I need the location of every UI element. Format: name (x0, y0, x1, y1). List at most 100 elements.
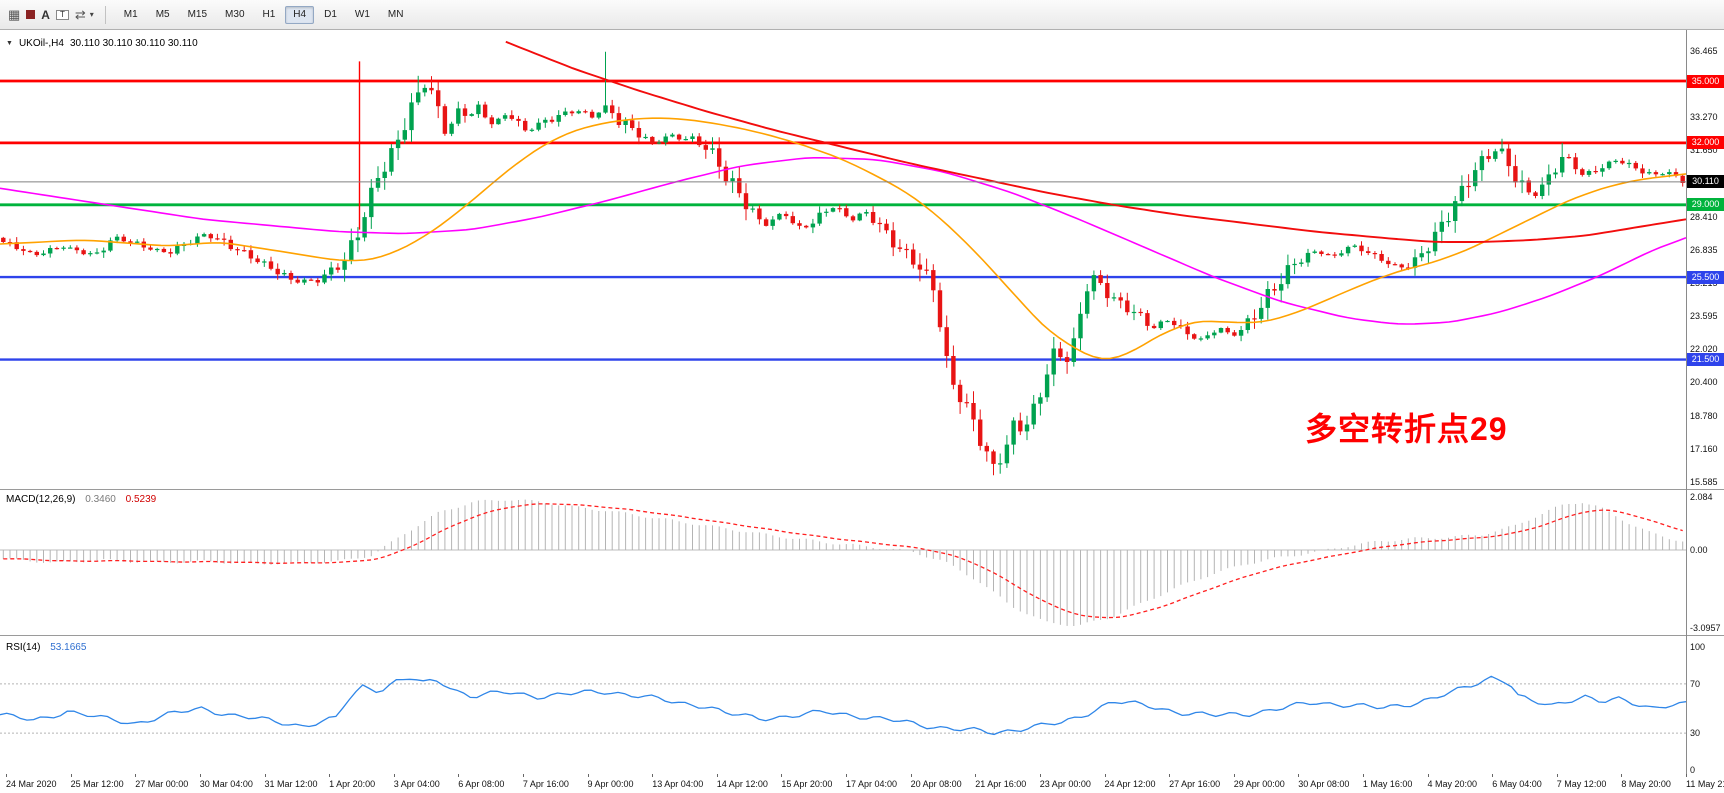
timeframe-M1[interactable]: M1 (123, 8, 138, 20)
rsi-canvas[interactable] (0, 636, 1686, 774)
time-tick (1039, 774, 1041, 777)
macd-label: MACD(12,26,9) 0.3460 0.5239 (6, 494, 156, 505)
rsi-value: 53.1665 (50, 642, 87, 653)
time-tick (6, 774, 7, 777)
time-tick (1621, 774, 1623, 777)
timeframe-H4[interactable]: H4 (285, 5, 315, 24)
price-badge-21.500: 21.500 (1687, 353, 1724, 367)
time-label: 1 Apr 20:00 (329, 779, 376, 789)
price-axis-line (1686, 30, 1687, 774)
text-tool-icon[interactable]: A (41, 7, 50, 22)
time-label: 6 Apr 08:00 (458, 779, 505, 789)
grid-icon[interactable]: ▦ (8, 7, 21, 22)
macd-value-signal: 0.5239 (125, 494, 157, 505)
price-tick-33.270: 33.270 (1690, 111, 1718, 122)
time-tick (1169, 774, 1171, 777)
timeframe-W1[interactable]: W1 (354, 8, 370, 20)
panel-separator-macd[interactable] (0, 489, 1724, 490)
macd-tick--3.0957: -3.0957 (1690, 623, 1721, 634)
chart-shift-icon[interactable] (26, 10, 36, 19)
macd-tick-2.084: 2.084 (1690, 492, 1713, 503)
time-label: 24 Mar 2020 (6, 779, 57, 789)
objects-icon[interactable]: T (55, 9, 69, 20)
rsi-tick-0: 0 (1690, 765, 1696, 775)
price-axis[interactable]: 36.46533.27031.65028.41026.83525.21523.5… (1687, 30, 1724, 775)
price-tick-23.595: 23.595 (1690, 311, 1718, 322)
rsi-tick-70: 70 (1690, 678, 1701, 689)
price-tick-36.465: 36.465 (1690, 45, 1718, 56)
ma-magenta (0, 157, 1686, 325)
time-tick (1233, 774, 1235, 777)
time-tick (1104, 774, 1106, 777)
time-label: 29 Apr 00:00 (1233, 779, 1285, 789)
time-axis[interactable]: 24 Mar 2020 25 Mar 12:00 27 Mar 00:00 30 Ma… (0, 774, 1724, 793)
time-tick (329, 774, 331, 777)
price-badge-32.000: 32.000 (1687, 136, 1724, 150)
chart-title: ▼ UKOil-,H4 30.110 30.110 30.110 30.110 (6, 38, 198, 49)
time-label: 17 Apr 04:00 (846, 779, 898, 789)
time-tick (458, 774, 460, 777)
price-tick-17.160: 17.160 (1690, 444, 1718, 455)
time-label: 11 May 21:15 (1686, 779, 1724, 789)
time-label: 1 May 16:00 (1362, 779, 1413, 789)
time-label: 21 Apr 16:00 (975, 779, 1027, 789)
time-tick (199, 774, 201, 777)
time-label: 31 Mar 12:00 (264, 779, 318, 789)
ohlc-values: 30.110 30.110 30.110 30.110 (69, 38, 198, 49)
rsi-name: RSI(14) (6, 642, 41, 653)
collapse-triangle-icon[interactable]: ▼ (6, 40, 13, 47)
time-tick (781, 774, 783, 777)
toolbar-separator (104, 5, 106, 24)
time-label: 23 Apr 00:00 (1039, 779, 1091, 789)
time-label: 6 May 04:00 (1492, 779, 1542, 789)
time-label: 3 Apr 04:00 (393, 779, 440, 789)
time-label: 8 May 20:00 (1621, 779, 1671, 789)
timeframe-D1[interactable]: D1 (324, 8, 337, 20)
price-tick-28.410: 28.410 (1690, 212, 1718, 222)
timeframe-MN[interactable]: MN (387, 8, 404, 20)
price-badge-25.500: 25.500 (1687, 270, 1724, 284)
time-label: 27 Mar 00:00 (135, 779, 189, 789)
rsi-tick-100: 100 (1690, 642, 1706, 652)
time-label: 25 Mar 12:00 (70, 779, 124, 789)
price-tick-22.020: 22.020 (1690, 343, 1718, 354)
time-tick (1298, 774, 1300, 777)
toolbar: ▦ A T ⇄ ▾ M1 M5 M15 M30 H1 H4 D1 W1 MN (0, 0, 1724, 30)
time-label: 4 May 20:00 (1427, 779, 1478, 789)
timeframe-group: M1 M5 M15 M30 H1 H4 D1 W1 MN (116, 5, 412, 24)
rsi-tick-30: 30 (1690, 728, 1701, 739)
panel-separator-rsi[interactable] (0, 635, 1724, 636)
dropdown-caret-icon[interactable]: ▾ (89, 9, 94, 19)
macd-tick-0.00: 0.00 (1690, 545, 1708, 555)
time-tick (716, 774, 718, 777)
time-tick (975, 774, 977, 777)
macd-signal-line (3, 503, 1683, 619)
time-label: 30 Mar 04:00 (199, 779, 253, 789)
time-tick (1362, 774, 1364, 777)
time-tick (1427, 774, 1429, 777)
ma-red (505, 40, 1686, 243)
time-tick (70, 774, 72, 777)
chart-area: ▼ UKOil-,H4 30.110 30.110 30.110 30.110 … (0, 30, 1724, 793)
price-tick-26.835: 26.835 (1690, 244, 1718, 255)
price-badge-29.000: 29.000 (1687, 198, 1724, 212)
time-tick (135, 774, 137, 777)
current-price-badge: 30.110 (1687, 175, 1724, 189)
time-label: 13 Apr 04:00 (652, 779, 704, 789)
main-chart-canvas[interactable] (0, 30, 1686, 489)
price-tick-20.400: 20.400 (1690, 377, 1718, 388)
annotation-text-object[interactable]: 多空转折点29 (1305, 411, 1508, 447)
timeframe-M30[interactable]: M30 (225, 8, 245, 20)
timeframe-M15[interactable]: M15 (187, 8, 208, 20)
price-badge-35.000: 35.000 (1687, 74, 1724, 88)
time-tick (1492, 774, 1494, 777)
time-tick (587, 774, 589, 777)
macd-canvas[interactable] (0, 490, 1686, 635)
time-label: 30 Apr 08:00 (1298, 779, 1350, 789)
timeframe-H1[interactable]: H1 (262, 8, 276, 20)
cursor-arrows-icon[interactable]: ⇄ (74, 7, 86, 22)
timeframe-M5[interactable]: M5 (155, 8, 170, 20)
time-label: 27 Apr 16:00 (1169, 779, 1221, 789)
time-tick (1686, 774, 1687, 777)
time-label: 9 Apr 00:00 (587, 779, 634, 789)
